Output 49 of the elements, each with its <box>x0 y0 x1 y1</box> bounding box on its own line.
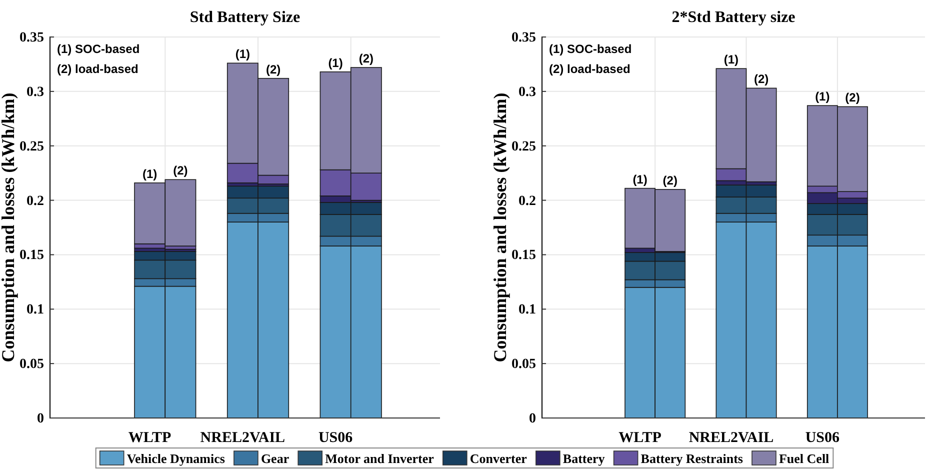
text: (2) <box>173 164 188 178</box>
chart-title: 2*Std Battery size <box>672 9 796 26</box>
text: (1) <box>142 166 158 181</box>
x-tick-label: WLTP <box>128 430 172 446</box>
y-tick-label: 0.25 <box>20 139 44 154</box>
text: (1) <box>724 52 739 67</box>
y-tick-label: 0.15 <box>20 248 44 264</box>
legend-label: Fuel Cell <box>778 451 830 466</box>
legend-label: Motor and Inverter <box>325 451 434 466</box>
text: (2) <box>358 51 374 66</box>
y-tick-label: 0.35 <box>512 30 536 46</box>
text: (1) <box>328 56 343 70</box>
y-tick-label: 0 <box>529 411 536 426</box>
x-tick-label: NREL2VAIL <box>200 430 286 446</box>
y-tick-label: 0 <box>37 411 44 426</box>
y-axis-title: Consumption and losses (kWh/km) <box>490 92 510 362</box>
text: (2) <box>754 72 769 86</box>
x-tick-label: US06 <box>318 430 354 446</box>
legend-label: Converter <box>470 451 528 466</box>
y-tick-label: 0.2 <box>518 194 536 209</box>
legend-label: Battery Restraints <box>640 451 743 466</box>
annotation: (1) SOC-based <box>57 42 140 56</box>
y-tick-label: 0.25 <box>512 139 536 154</box>
x-tick-label: NREL2VAIL <box>688 430 774 446</box>
legend-label: Vehicle Dynamics <box>126 451 225 466</box>
chart-title: Std Battery Size <box>190 9 300 26</box>
annotation: (2) load-based <box>57 62 138 76</box>
y-tick-label: 0.3 <box>26 84 44 100</box>
legend-label: Battery <box>562 451 606 466</box>
y-tick-label: 0.15 <box>512 248 536 264</box>
y-tick-label: 0.1 <box>518 302 536 318</box>
x-tick-label: US06 <box>805 430 840 446</box>
text: (2) <box>845 90 860 105</box>
y-tick-label: 0.3 <box>518 84 536 100</box>
y-axis-title: Consumption and losses (kWh/km) <box>0 92 18 362</box>
text: (2) <box>266 62 281 76</box>
annotation: (2) load-based <box>549 62 630 76</box>
annotation: (1) SOC-based <box>549 42 632 56</box>
y-tick-label: 0.05 <box>20 357 44 372</box>
y-tick-label: 0.35 <box>20 30 44 46</box>
x-tick-label: WLTP <box>618 430 662 446</box>
y-tick-label: 0.1 <box>26 302 44 318</box>
legend-label: Gear <box>260 451 290 466</box>
text: (1) <box>815 90 830 104</box>
text: (1) <box>632 172 648 186</box>
y-tick-label: 0.2 <box>26 194 44 209</box>
text: (2) <box>662 173 678 188</box>
y-tick-label: 0.05 <box>512 357 536 372</box>
text: (1) <box>235 47 250 62</box>
